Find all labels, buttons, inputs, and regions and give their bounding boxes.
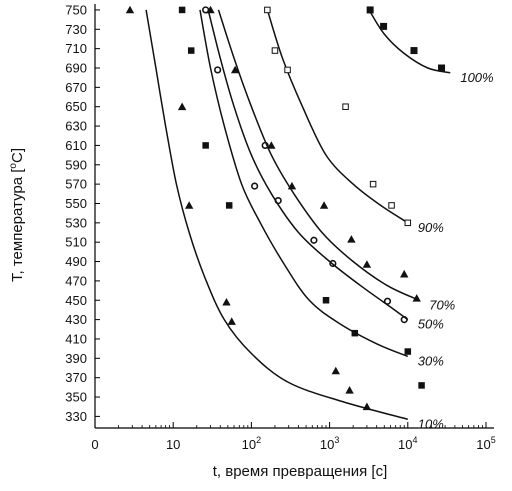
y-tick-label: 350 [65, 390, 87, 405]
square-marker [404, 348, 412, 355]
triangle-marker [319, 201, 329, 209]
y-tick-label: 490 [65, 254, 87, 269]
y-tick-label: 330 [65, 409, 87, 424]
circle-marker [274, 196, 282, 205]
square-marker [225, 202, 233, 209]
triangle-marker [125, 5, 135, 14]
x-tick-label: 105 [476, 435, 495, 452]
y-tick-label: 470 [65, 273, 87, 288]
y-tick-label: 690 [65, 61, 87, 76]
y-tick-label: 430 [65, 312, 87, 327]
x-tick-label: 103 [320, 435, 339, 452]
triangle-marker [177, 102, 187, 111]
transformation-curves [145, 9, 451, 421]
open-square-marker [404, 219, 412, 227]
triangle-marker [287, 181, 297, 190]
curve-labels: 10% 30% 50% 70% 90% 100% [418, 70, 494, 431]
circle-marker [383, 297, 392, 305]
open-square-marker [271, 47, 279, 54]
triangle-marker [362, 260, 372, 268]
curve-100pct [368, 9, 451, 74]
y-tick-label: 710 [65, 41, 87, 56]
triangle-marker [347, 235, 356, 243]
curve-label-90pct: 90% [418, 220, 444, 235]
curve-90pct [266, 9, 409, 224]
curve-70pct [217, 9, 420, 301]
x-tick-label: 102 [242, 435, 261, 452]
square-marker-100pct [380, 22, 388, 30]
y-tick-label: 610 [65, 138, 87, 153]
triangle-marker [230, 65, 240, 74]
y-tick-label: 750 [65, 2, 87, 17]
x-axis-label: t, время превращения [c] [213, 463, 388, 480]
triangle-marker [345, 386, 354, 394]
y-tick-label: 390 [65, 351, 87, 366]
circle-marker [310, 236, 318, 244]
square-marker-100pct [410, 47, 418, 55]
curve-30pct [199, 9, 409, 358]
curve-label-10pct: 10% [418, 416, 444, 431]
triangle-marker [400, 269, 409, 278]
square-marker-100pct [438, 64, 446, 72]
curve-label-70pct: 70% [429, 297, 455, 312]
square-marker [202, 142, 209, 149]
y-tick-label: 450 [65, 293, 87, 308]
triangle-marker [227, 317, 236, 325]
curve-10pct [145, 9, 408, 421]
y-tick-label: 570 [65, 177, 87, 192]
y-axis-label-degree: o [8, 163, 19, 169]
y-axis-label: T, температура [oC] [8, 148, 26, 282]
y-tick-label: 530 [65, 215, 87, 230]
y-axis-label-unit: C] [9, 148, 26, 163]
data-markers [125, 5, 446, 411]
x-tick-label: 10 [166, 437, 180, 452]
y-tick-label: 730 [65, 22, 87, 37]
triangle-marker [267, 141, 276, 149]
triangle-marker [331, 366, 340, 375]
triangle-marker [412, 294, 421, 302]
circle-marker [400, 316, 408, 324]
square-marker [418, 382, 425, 389]
circle-marker [214, 66, 222, 74]
y-tick-label: 370 [65, 370, 87, 385]
curve-label-100pct: 100% [460, 70, 493, 85]
square-marker [178, 6, 186, 14]
y-tick-label: 510 [65, 235, 87, 250]
y-axis-label-main: T, температура [ [9, 168, 26, 282]
square-marker [187, 47, 195, 54]
y-tick-label: 650 [65, 99, 87, 114]
open-square-marker [342, 103, 349, 110]
square-marker [322, 297, 330, 304]
circle-marker [329, 259, 337, 268]
circle-marker [261, 141, 269, 150]
square-marker-100pct [366, 6, 374, 14]
y-tick-label: 590 [65, 157, 87, 172]
open-square-marker [388, 202, 395, 209]
circle-marker [251, 182, 259, 190]
y-tick-label: 670 [65, 80, 87, 95]
y-tick-label: 630 [65, 119, 87, 134]
triangle-marker [184, 201, 194, 209]
square-marker [351, 329, 359, 337]
curve-label-50pct: 50% [418, 317, 444, 332]
open-square-marker [264, 6, 271, 14]
circle-marker [202, 6, 210, 14]
triangle-marker [362, 402, 372, 411]
y-tick-label: 550 [65, 196, 87, 211]
y-tick-label: 410 [65, 331, 87, 346]
x-tick-label: 0 [91, 437, 98, 452]
axes: 330 350 370 390 410 430 450 470 490 510 530 550 570 5… [65, 2, 495, 452]
open-square-marker [369, 180, 377, 188]
curve-50pct [207, 9, 409, 321]
curve-label-30pct: 30% [418, 353, 444, 368]
open-square-marker [284, 66, 291, 74]
x-tick-label: 104 [398, 435, 417, 452]
triangle-marker [222, 297, 231, 306]
